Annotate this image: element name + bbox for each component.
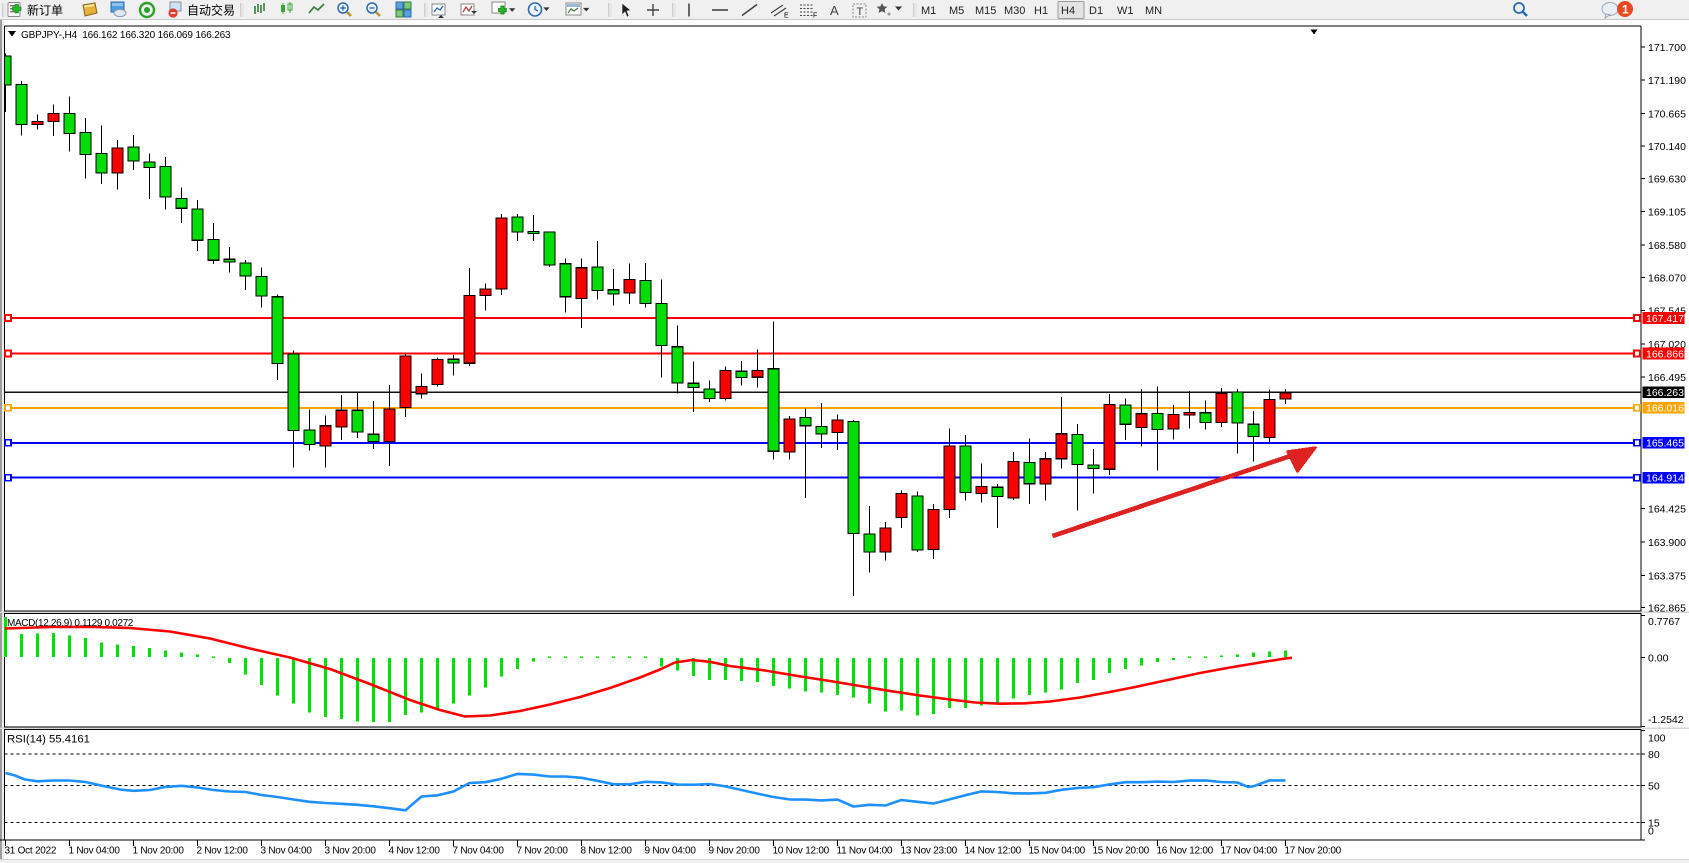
svg-text:166.263: 166.263 (1646, 387, 1684, 399)
svg-text:50: 50 (1648, 781, 1660, 793)
svg-text:31 Oct 2022: 31 Oct 2022 (5, 846, 57, 857)
svg-text:H1: H1 (1034, 5, 1048, 17)
svg-text:A: A (830, 3, 839, 18)
svg-text:171.700: 171.700 (1648, 42, 1686, 54)
svg-text:新订单: 新订单 (27, 3, 63, 18)
svg-text:169.630: 169.630 (1648, 173, 1686, 185)
svg-text:1 Nov 04:00: 1 Nov 04:00 (69, 846, 121, 857)
svg-text:164.425: 164.425 (1648, 504, 1686, 516)
svg-text:RSI(14) 55.4161: RSI(14) 55.4161 (7, 734, 90, 746)
svg-text:162.865: 162.865 (1648, 603, 1686, 615)
svg-text:167.417: 167.417 (1646, 313, 1684, 325)
svg-text:M15: M15 (975, 5, 996, 17)
svg-text:17 Nov 20:00: 17 Nov 20:00 (1285, 846, 1342, 857)
svg-text:T: T (857, 6, 864, 18)
svg-text:15 Nov 04:00: 15 Nov 04:00 (1029, 846, 1086, 857)
svg-text:E: E (784, 13, 789, 20)
svg-text:15 Nov 20:00: 15 Nov 20:00 (1093, 846, 1150, 857)
svg-text:171.190: 171.190 (1648, 75, 1686, 87)
svg-text:170.140: 170.140 (1648, 141, 1686, 153)
svg-text:168.070: 168.070 (1648, 272, 1686, 284)
svg-text:9 Nov 20:00: 9 Nov 20:00 (709, 846, 761, 857)
svg-text:D1: D1 (1089, 5, 1103, 17)
svg-text:2 Nov 12:00: 2 Nov 12:00 (197, 846, 249, 857)
svg-text:10 Nov 12:00: 10 Nov 12:00 (773, 846, 830, 857)
svg-text:1 Nov 20:00: 1 Nov 20:00 (133, 846, 185, 857)
svg-text:80: 80 (1648, 749, 1660, 761)
svg-text:M30: M30 (1004, 5, 1025, 17)
svg-text:163.375: 163.375 (1648, 570, 1686, 582)
svg-text:165.465: 165.465 (1646, 438, 1684, 450)
svg-text:16 Nov 12:00: 16 Nov 12:00 (1157, 846, 1214, 857)
svg-text:MN: MN (1145, 5, 1162, 17)
svg-text:-1.2542: -1.2542 (1648, 714, 1684, 726)
svg-text:4 Nov 12:00: 4 Nov 12:00 (389, 846, 441, 857)
svg-text:MACD(12,26,9) 0.1129 0.0272: MACD(12,26,9) 0.1129 0.0272 (7, 618, 134, 629)
svg-text:7 Nov 04:00: 7 Nov 04:00 (453, 846, 505, 857)
svg-text:0.7767: 0.7767 (1648, 616, 1680, 628)
svg-text:14 Nov 12:00: 14 Nov 12:00 (965, 846, 1022, 857)
svg-text:166.016: 166.016 (1646, 403, 1684, 415)
svg-text:13 Nov 23:00: 13 Nov 23:00 (901, 846, 958, 857)
svg-text:自动交易: 自动交易 (187, 3, 235, 18)
svg-text:M5: M5 (949, 5, 964, 17)
svg-text:168.580: 168.580 (1648, 240, 1686, 252)
svg-text:8 Nov 12:00: 8 Nov 12:00 (581, 846, 633, 857)
svg-text:164.914: 164.914 (1646, 473, 1684, 485)
svg-text:3 Nov 20:00: 3 Nov 20:00 (325, 846, 377, 857)
svg-text:9 Nov 04:00: 9 Nov 04:00 (645, 846, 697, 857)
svg-text:H4: H4 (1061, 5, 1075, 17)
svg-text:7 Nov 20:00: 7 Nov 20:00 (517, 846, 569, 857)
svg-text:GBPJPY-,H4 166.162 166.320 16: GBPJPY-,H4 166.162 166.320 166.069 166.2… (21, 30, 231, 41)
svg-text:17 Nov 04:00: 17 Nov 04:00 (1221, 846, 1278, 857)
svg-text:100: 100 (1648, 733, 1666, 745)
svg-text:15: 15 (1648, 818, 1660, 830)
svg-text:1: 1 (1622, 3, 1629, 17)
svg-text:170.665: 170.665 (1648, 109, 1686, 121)
svg-text:3 Nov 04:00: 3 Nov 04:00 (261, 846, 313, 857)
svg-text:0: 0 (1648, 826, 1654, 838)
svg-text:166.495: 166.495 (1648, 372, 1686, 384)
svg-text:11 Nov 04:00: 11 Nov 04:00 (837, 846, 893, 857)
svg-text:F: F (813, 13, 817, 20)
svg-text:M1: M1 (921, 5, 936, 17)
svg-text:163.900: 163.900 (1648, 537, 1686, 549)
svg-text:W1: W1 (1117, 5, 1134, 17)
svg-text:0.00: 0.00 (1648, 652, 1669, 664)
svg-text:166.866: 166.866 (1646, 348, 1684, 360)
svg-text:169.105: 169.105 (1648, 207, 1686, 219)
